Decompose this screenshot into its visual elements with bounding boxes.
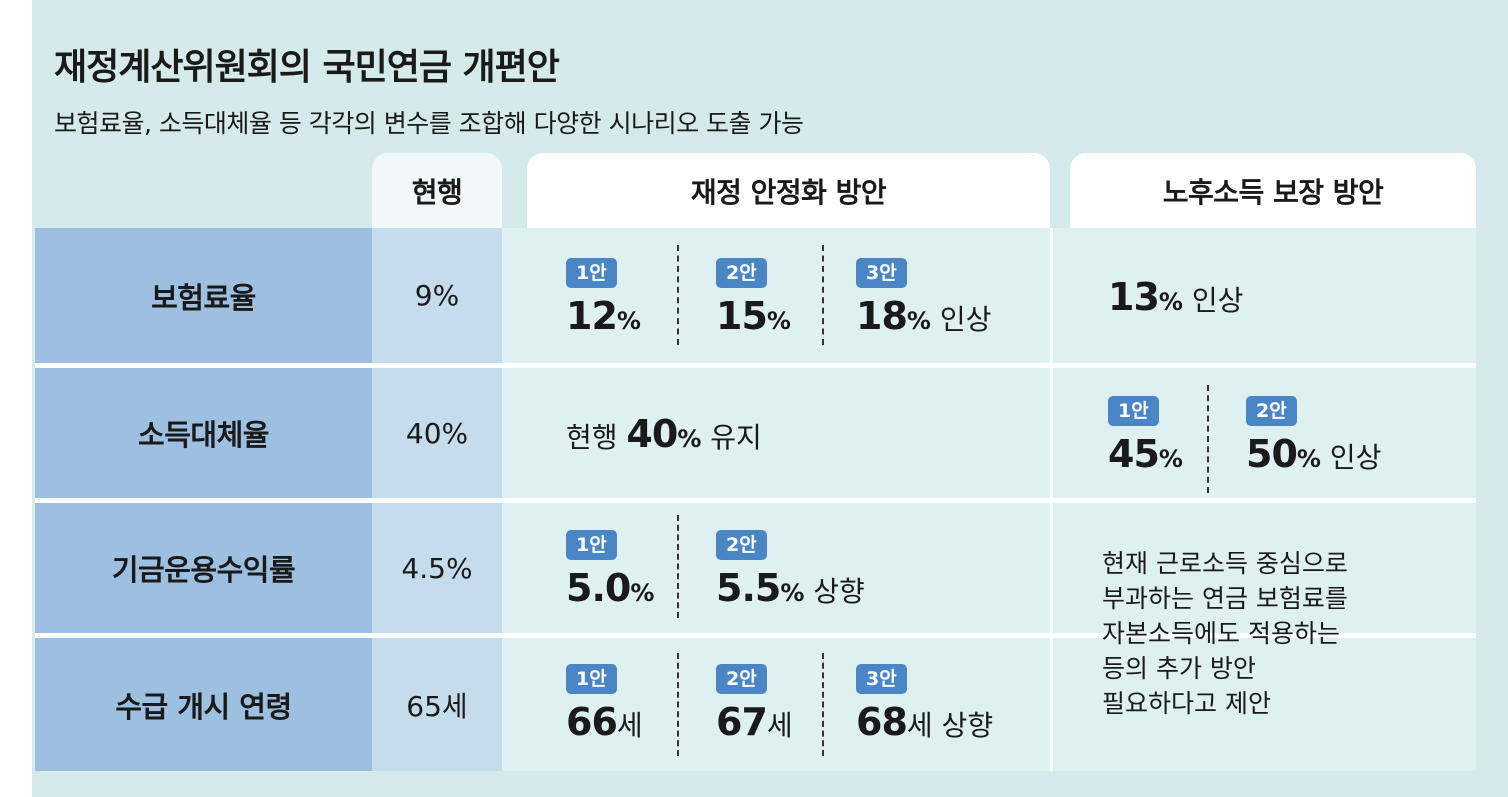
- option-value: 18% 인상: [856, 294, 992, 338]
- option-divider: [677, 245, 679, 345]
- option-value: 5.5% 상향: [716, 566, 865, 610]
- option-divider: [822, 245, 824, 345]
- premium-option-1: 1안 12%: [566, 258, 641, 338]
- row-label-replacement: 소득대체율: [138, 418, 269, 452]
- option-divider: [677, 515, 679, 618]
- returns-option-1: 1안 5.0%: [566, 530, 654, 610]
- option-badge: 2안: [716, 258, 767, 288]
- option-value: 45%: [1108, 432, 1183, 476]
- option-badge: 2안: [716, 530, 767, 560]
- option-badge: 2안: [716, 664, 767, 694]
- header-fiscal-label: 재정 안정화 방안: [690, 175, 887, 209]
- age-option-3: 3안 68세 상향: [856, 664, 993, 744]
- option-value: 50% 인상: [1246, 432, 1382, 476]
- note-line: 부과하는 연금 보험료를: [1102, 584, 1348, 613]
- option-badge: 1안: [566, 664, 617, 694]
- row-divider: [35, 363, 1476, 368]
- age-option-1: 1안 66세: [566, 664, 643, 744]
- header-fiscal-stability: 재정 안정화 방안: [527, 153, 1050, 228]
- income-note: 현재 근로소득 중심으로 부과하는 연금 보험료를 자본소득에도 적용하는 등의…: [1102, 546, 1452, 721]
- option-divider: [677, 653, 679, 756]
- returns-option-2: 2안 5.5% 상향: [716, 530, 865, 610]
- option-badge: 1안: [566, 258, 617, 288]
- premium-income-value: 13% 인상: [1108, 275, 1244, 319]
- replacement-option-2: 2안 50% 인상: [1246, 396, 1381, 476]
- replacement-fiscal-value: 현행 40% 유지: [566, 412, 762, 456]
- row-label-returns: 기금운용수익률: [111, 553, 296, 587]
- option-divider: [1207, 385, 1209, 493]
- option-badge: 1안: [566, 530, 617, 560]
- option-value: 67세: [716, 700, 793, 744]
- note-line: 현재 근로소득 중심으로: [1102, 549, 1348, 578]
- note-line: 자본소득에도 적용하는: [1102, 619, 1340, 648]
- option-badge: 3안: [856, 258, 907, 288]
- option-value: 68세 상향: [856, 700, 994, 744]
- option-badge: 3안: [856, 664, 907, 694]
- option-badge: 2안: [1246, 396, 1297, 426]
- header-current-label: 현행: [411, 175, 463, 209]
- page-title: 재정계산위원회의 국민연금 개편안: [54, 47, 560, 88]
- option-value: 5.0%: [566, 566, 655, 610]
- option-value: 15%: [716, 294, 791, 338]
- row-label-age: 수급 개시 연령: [115, 689, 292, 724]
- premium-option-3: 3안 18% 인상: [856, 258, 991, 338]
- row-divider: [35, 633, 1476, 638]
- replacement-option-1: 1안 45%: [1108, 396, 1183, 476]
- option-badge: 1안: [1108, 396, 1159, 426]
- current-returns: 4.5%: [401, 551, 473, 585]
- age-option-2: 2안 67세: [716, 664, 793, 744]
- row-label-premium: 보험료율: [151, 280, 256, 315]
- row-divider: [35, 498, 1476, 503]
- header-income-security: 노후소득 보장 방안: [1070, 153, 1476, 228]
- premium-option-2: 2안 15%: [716, 258, 791, 338]
- note-line: 필요하다고 제안: [1102, 689, 1271, 718]
- current-premium: 9%: [414, 279, 460, 312]
- current-replacement: 40%: [405, 416, 469, 450]
- note-line: 등의 추가 방안: [1102, 654, 1256, 683]
- option-divider: [822, 653, 824, 756]
- option-value: 12%: [566, 294, 641, 338]
- option-value: 66세: [566, 700, 643, 744]
- page-subtitle: 보험료율, 소득대체율 등 각각의 변수를 조합해 다양한 시나리오 도출 가능: [54, 109, 804, 138]
- header-income-label: 노후소득 보장 방안: [1162, 175, 1384, 209]
- header-current: 현행: [372, 153, 502, 228]
- current-age: 65세: [406, 689, 468, 723]
